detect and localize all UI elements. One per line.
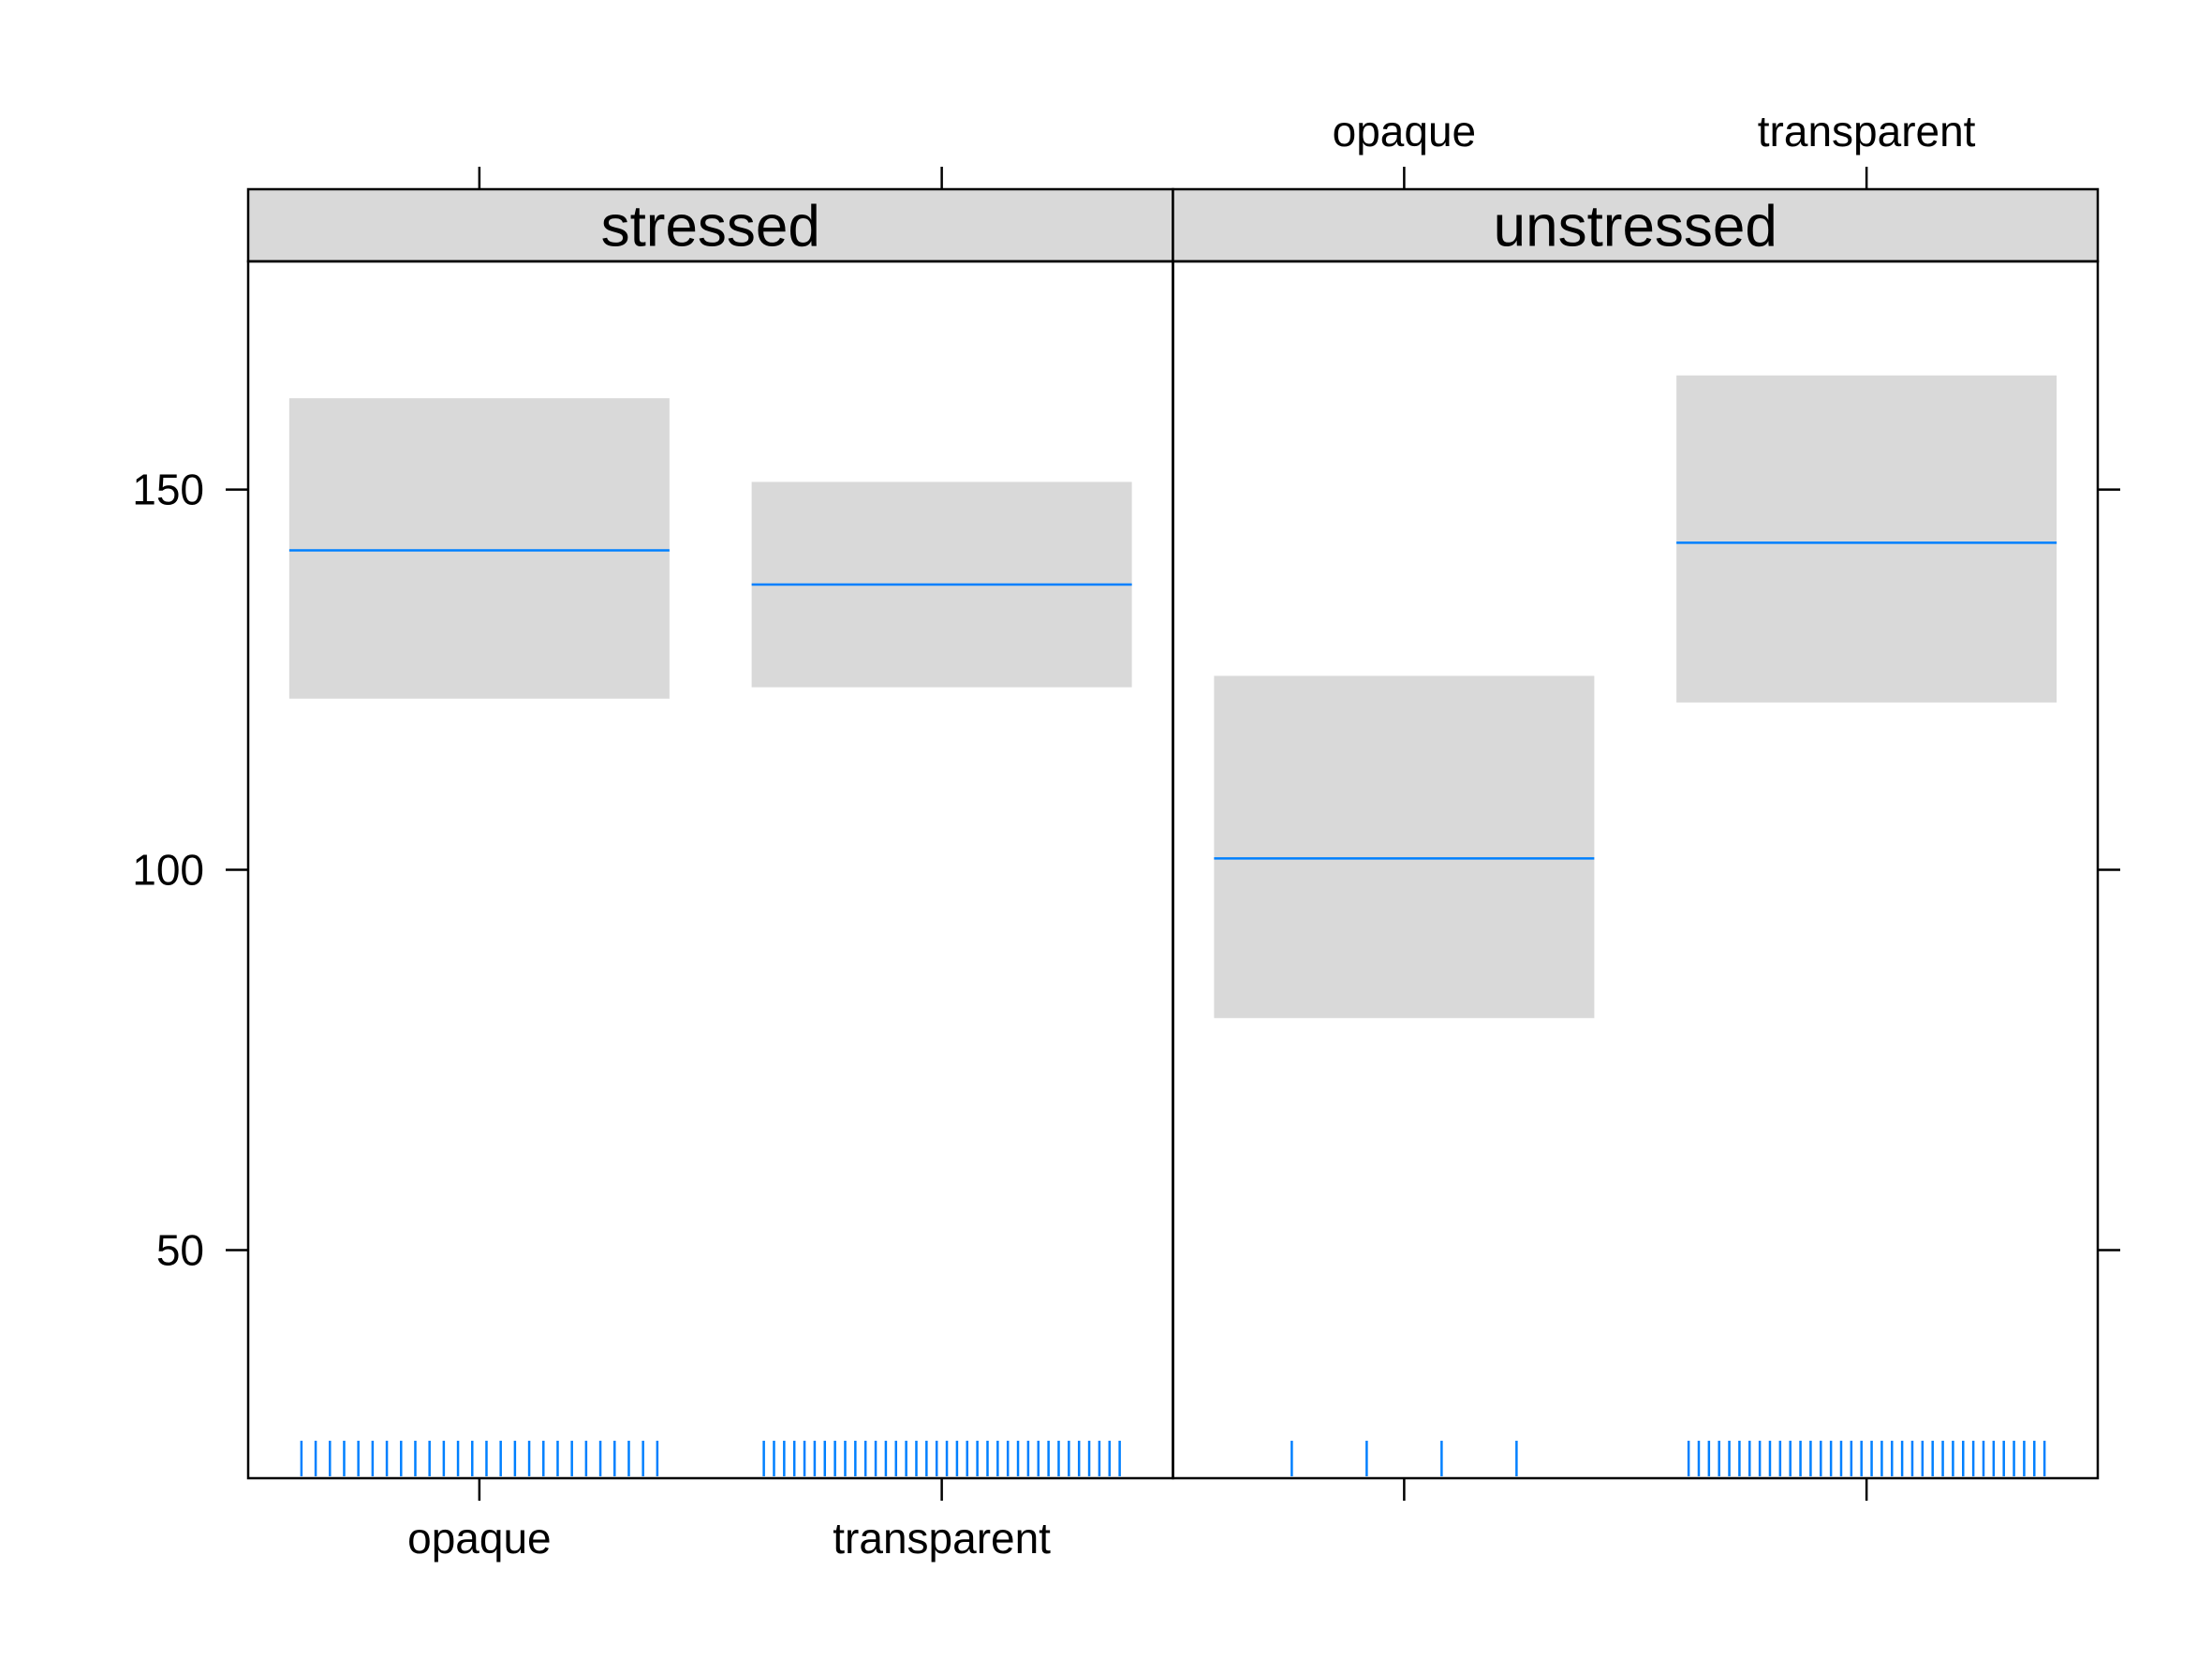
band-stressed-opaque <box>288 398 670 699</box>
strip-label-unstressed: unstressed <box>1494 195 1777 259</box>
y-tick-label: 150 <box>132 466 204 514</box>
band-unstressed-transparent <box>1676 375 2057 703</box>
panel-unstressed: unstressed <box>1172 187 2100 1480</box>
x-tick-label: transparent <box>1758 107 1976 156</box>
band-unstressed-opaque <box>1214 675 1595 1018</box>
strip-stressed <box>246 187 1174 263</box>
strip-label-stressed: stressed <box>601 195 820 259</box>
panels: stressed unstressed <box>246 187 2100 1480</box>
panel-stressed: stressed <box>246 187 1174 1480</box>
y-tick-label: 50 <box>156 1225 204 1274</box>
x-tick-label: opaque <box>407 1514 552 1563</box>
x-tick-label: opaque <box>1333 107 1477 156</box>
axes: opaque transparent opaque transparent 50 100 1… <box>132 107 2120 1563</box>
x-tick-label: transparent <box>833 1514 1051 1563</box>
y-tick-label: 100 <box>132 846 204 895</box>
